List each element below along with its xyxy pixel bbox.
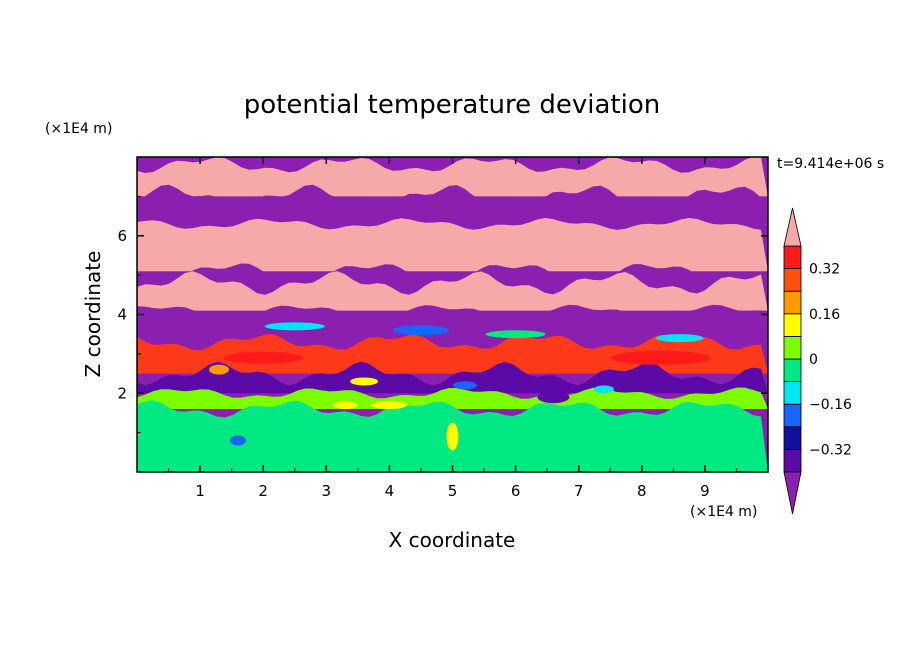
- y-unit-label: (×1E4 m): [45, 121, 112, 137]
- contour-feature: [485, 330, 546, 339]
- plot-area: [137, 157, 768, 472]
- contour-layer-7: [137, 334, 768, 374]
- colorbar-over-triangle: [783, 207, 802, 247]
- colorbar-band: [783, 268, 802, 292]
- contour-feature: [537, 391, 570, 404]
- contour-feature: [371, 401, 408, 410]
- contour-feature: [264, 322, 325, 331]
- x-tick-label: 3: [322, 482, 332, 500]
- colorbar-band: [783, 245, 802, 270]
- contour-feature: [333, 401, 358, 410]
- x-unit-label: (×1E4 m): [690, 504, 757, 520]
- colorbar-band: [783, 381, 802, 405]
- x-tick-label: 2: [258, 482, 268, 500]
- contour-feature: [446, 422, 459, 451]
- contour-layer-1: [137, 157, 768, 197]
- contour-layer-8: [137, 361, 768, 394]
- contour-layer-5: [137, 271, 768, 311]
- colorbar-label: 0.16: [809, 307, 840, 323]
- x-tick-label: 9: [700, 482, 710, 500]
- colorbar: 0.32 0.16 0 −0.16 −0.32: [783, 207, 852, 515]
- contour-layer-3: [137, 218, 768, 272]
- x-tick-label: 7: [574, 482, 584, 500]
- x-tick-label: 4: [385, 482, 395, 500]
- contour-feature: [655, 334, 704, 343]
- colorbar-band: [783, 358, 802, 383]
- colorbar-band: [783, 403, 802, 428]
- contour-feature: [610, 350, 711, 365]
- contour-feature: [229, 435, 246, 446]
- colorbar-band: [783, 313, 802, 337]
- contour-feature: [350, 377, 379, 386]
- colorbar-band: [783, 426, 802, 450]
- time-label: t=9.414e+06 s: [777, 156, 884, 172]
- colorbar-band: [783, 448, 802, 473]
- colorbar-label: 0: [809, 352, 818, 368]
- x-axis-label: X coordinate: [389, 528, 516, 552]
- contour-feature: [209, 364, 230, 375]
- y-tick-label: 2: [117, 384, 127, 402]
- colorbar-label: −0.32: [809, 442, 852, 458]
- contour-layer-6: [137, 304, 768, 343]
- x-tick-label: 8: [637, 482, 647, 500]
- y-tick-label: 4: [117, 306, 127, 324]
- x-tick-label: 5: [448, 482, 458, 500]
- y-tick-label: 6: [117, 227, 127, 245]
- colorbar-label: 0.32: [809, 262, 840, 278]
- contour-feature: [392, 325, 449, 336]
- colorbar-label: −0.16: [809, 397, 852, 413]
- chart-title: potential temperature deviation: [244, 90, 660, 120]
- contour-feature: [453, 381, 478, 390]
- colorbar-band: [783, 335, 802, 360]
- x-tick-label: 6: [511, 482, 521, 500]
- colorbar-band: [783, 290, 802, 315]
- x-tick-label: 1: [195, 482, 205, 500]
- y-axis-label: Z coordinate: [81, 251, 105, 378]
- colorbar-under-triangle: [783, 471, 802, 515]
- contour-layer-2: [137, 184, 768, 224]
- contour-feature: [223, 351, 304, 364]
- contour-feature: [593, 385, 614, 394]
